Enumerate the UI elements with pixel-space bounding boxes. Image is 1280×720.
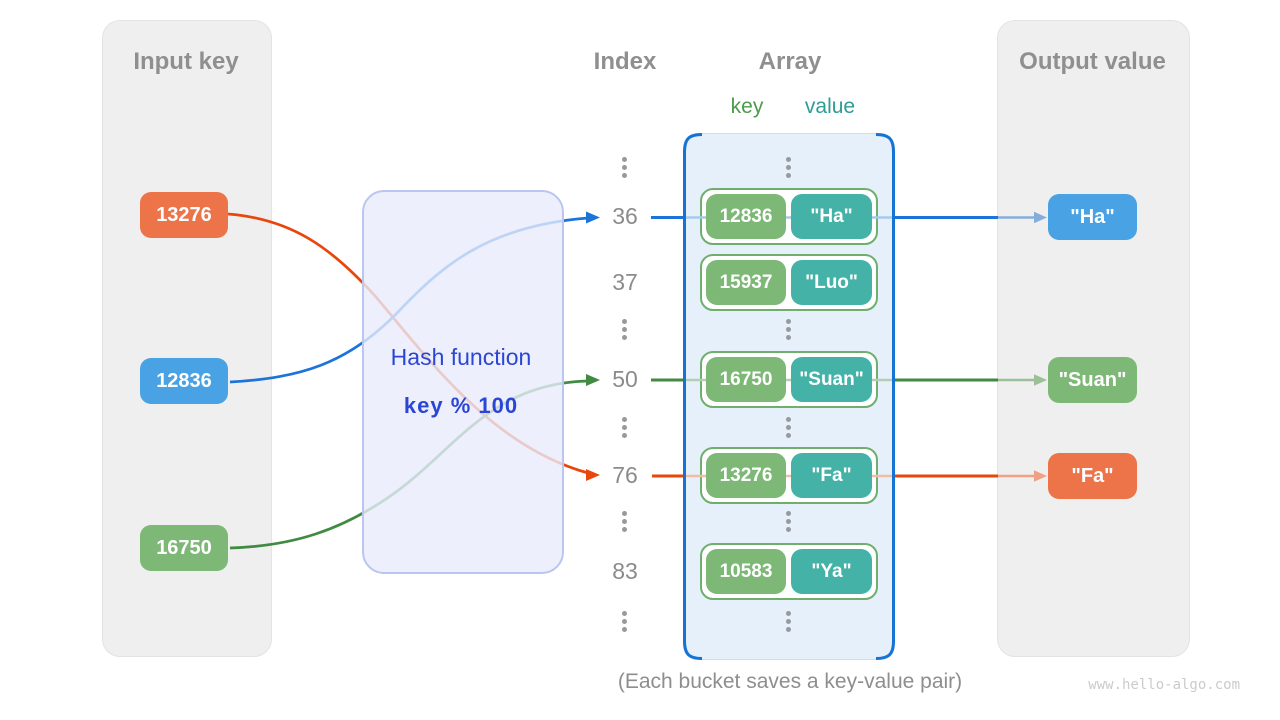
output-value-ha: "Ha" xyxy=(1048,194,1137,240)
ellipsis-icon xyxy=(622,611,627,632)
index-76: 76 xyxy=(612,462,638,488)
index-36: 36 xyxy=(612,203,638,229)
ellipsis-icon xyxy=(622,417,627,438)
orange-output-arrowhead-icon xyxy=(1034,470,1047,482)
ellipsis-icon xyxy=(622,319,627,340)
input-key-16750: 16750 xyxy=(140,525,228,571)
array-right-bracket-icon xyxy=(875,133,895,660)
hash-function-title: Hash function xyxy=(390,344,532,370)
input-panel-title: Input key xyxy=(133,48,239,75)
output-value-suan: "Suan" xyxy=(1048,357,1137,403)
bucket-value: "Fa" xyxy=(791,453,872,498)
output-value-fa: "Fa" xyxy=(1048,453,1137,499)
array-left-bracket-icon xyxy=(683,133,703,660)
index-37: 37 xyxy=(612,269,638,295)
bucket-key: 12836 xyxy=(706,194,786,239)
bucket-key: 13276 xyxy=(706,453,786,498)
ellipsis-icon xyxy=(622,511,627,532)
output-panel-title: Output value xyxy=(1019,48,1166,75)
blue-arrowhead-icon xyxy=(586,211,600,224)
blue-output-arrowhead-icon xyxy=(1034,211,1047,224)
bucket-value: "Ya" xyxy=(791,549,872,594)
green-output-arrowhead-icon xyxy=(1034,374,1047,386)
key-column-header: key xyxy=(730,95,764,118)
hash-function-formula: key % 100 xyxy=(403,393,519,418)
diagram-caption: (Each bucket saves a key-value pair) xyxy=(617,670,963,693)
index-50: 50 xyxy=(612,366,638,392)
bucket-value: "Suan" xyxy=(791,357,872,402)
ellipsis-icon xyxy=(786,611,791,632)
output-value-panel xyxy=(997,20,1190,657)
ellipsis-icon xyxy=(786,417,791,438)
index-column-title: Index xyxy=(593,48,657,75)
input-key-13276: 13276 xyxy=(140,192,228,238)
index-83: 83 xyxy=(612,558,638,584)
value-column-header: value xyxy=(804,95,856,118)
orange-arrowhead-icon xyxy=(586,469,600,481)
input-key-12836: 12836 xyxy=(140,358,228,404)
watermark: www.hello-algo.com xyxy=(1088,677,1240,693)
bucket-key: 10583 xyxy=(706,549,786,594)
hash-function-box xyxy=(362,190,564,574)
bucket-value: "Ha" xyxy=(791,194,872,239)
ellipsis-icon xyxy=(622,157,627,178)
ellipsis-icon xyxy=(786,511,791,532)
green-arrowhead-icon xyxy=(586,374,600,386)
bucket-value: "Luo" xyxy=(791,260,872,305)
bucket-key: 16750 xyxy=(706,357,786,402)
array-title: Array xyxy=(758,48,822,75)
bucket-key: 15937 xyxy=(706,260,786,305)
ellipsis-icon xyxy=(786,157,791,178)
ellipsis-icon xyxy=(786,319,791,340)
